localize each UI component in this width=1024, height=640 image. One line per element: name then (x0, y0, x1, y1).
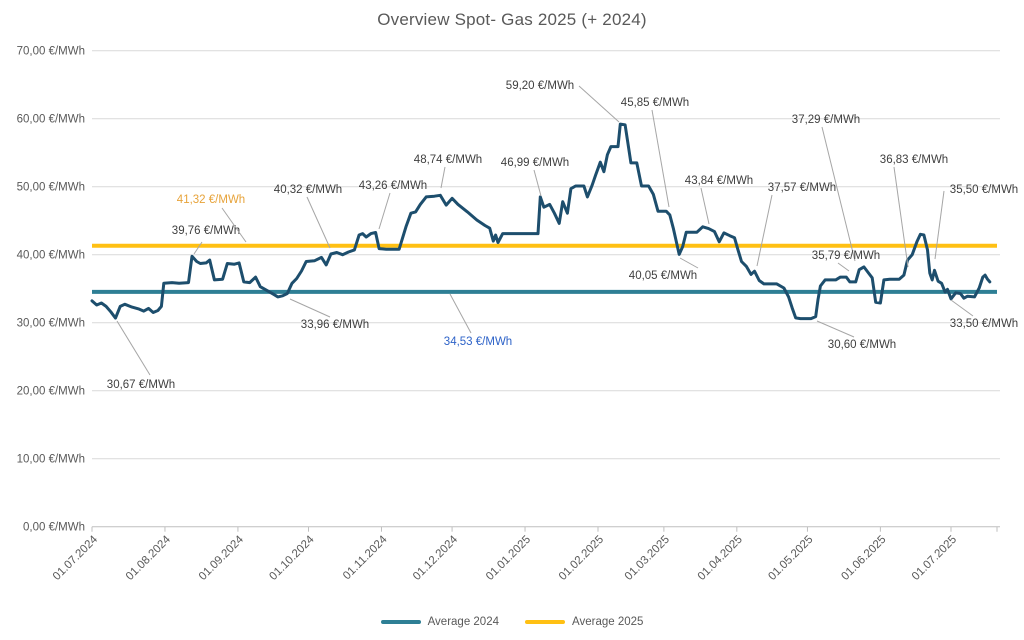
annotation-label: 39,76 €/MWh (172, 225, 240, 237)
annotation-label: 40,05 €/MWh (629, 270, 697, 282)
annotation-label: 46,99 €/MWh (501, 157, 569, 169)
x-axis-label-group: 01.12.2024 (411, 533, 461, 583)
annotation-leader (837, 262, 850, 272)
annotation-leader (289, 298, 331, 318)
x-axis-label-group: 01.10.2024 (267, 533, 317, 583)
legend-item-average-2024: Average 2024 (380, 616, 499, 628)
x-axis-label-group: 01.02.2025 (557, 534, 606, 583)
x-axis-label-group: 01.04.2025 (696, 534, 745, 583)
annotation-label: 30,67 €/MWh (107, 379, 175, 391)
x-axis-label: 01.10.2024 (267, 533, 317, 583)
annotation-leader (651, 109, 670, 208)
legend-label-average-2024: Average 2024 (427, 616, 499, 628)
annotation-label: 35,50 €/MWh (950, 184, 1018, 196)
x-axis-label: 01.02.2025 (557, 534, 606, 583)
legend-item-average-2025: Average 2025 (525, 616, 643, 628)
annotation-label: 33,96 €/MWh (301, 319, 369, 331)
x-axis-label-group: 01.11.2024 (341, 533, 390, 582)
x-axis-label: 01.07.2025 (910, 534, 959, 583)
annotation-label: 43,26 €/MWh (359, 180, 427, 192)
annotation-label: 43,84 €/MWh (685, 175, 753, 187)
legend-label-average-2025: Average 2025 (572, 616, 644, 628)
annotation-leader (816, 320, 855, 338)
x-axis-label: 01.08.2024 (124, 533, 174, 583)
y-axis-label: 0,00 €/MWh (23, 522, 85, 534)
x-axis-label: 01.01.2025 (484, 534, 533, 583)
annotation-leader (116, 320, 151, 376)
y-axis-label: 60,00 €/MWh (17, 114, 85, 126)
annotation-label: 59,20 €/MWh (506, 80, 574, 92)
x-axis-label-group: 01.07.2024 (51, 533, 101, 583)
annotation-leader (193, 241, 203, 255)
x-axis-label: 01.05.2025 (766, 534, 815, 583)
annotation-leader (679, 257, 699, 269)
average-2024-swatch (380, 620, 421, 624)
annotation-leader (700, 187, 710, 225)
annotation-leader (821, 126, 856, 262)
average-2025-swatch (525, 620, 565, 624)
x-axis-label: 01.07.2024 (51, 533, 101, 583)
y-axis-label: 20,00 €/MWh (17, 386, 85, 398)
chart-title: Overview Spot- Gas 2025 (+ 2024) (377, 10, 647, 29)
annotation-leader (440, 166, 446, 189)
x-axis-label: 01.11.2024 (341, 533, 390, 582)
annotation-label: 30,60 €/MWh (828, 339, 896, 351)
spot-price-line (90, 122, 992, 321)
y-axis-label: 70,00 €/MWh (17, 46, 85, 58)
annotation-label: 37,29 €/MWh (792, 114, 860, 126)
x-axis-label-group: 01.09.2024 (197, 533, 247, 583)
annotation-label: 33,50 €/MWh (950, 318, 1018, 330)
x-axis-label-group: 01.07.2025 (910, 534, 959, 583)
annotation-label: 41,32 €/MWh (177, 194, 245, 206)
annotation-leader (950, 299, 974, 317)
annotation-leader (578, 85, 620, 123)
x-axis-label-group: 01.06.2025 (839, 534, 888, 583)
annotation-leader (306, 196, 331, 249)
annotation-leader (221, 207, 247, 243)
x-axis-label: 01.09.2024 (197, 533, 247, 583)
annotation-label: 34,53 €/MWh (444, 336, 512, 348)
annotation-label: 35,79 €/MWh (812, 250, 880, 262)
x-axis-label: 01.06.2025 (839, 534, 888, 583)
annotation-leader (378, 192, 391, 230)
x-axis-label-group: 01.08.2024 (124, 533, 174, 583)
x-axis-label-group: 01.05.2025 (766, 534, 815, 583)
x-axis-label: 01.04.2025 (696, 534, 745, 583)
y-axis-label: 30,00 €/MWh (17, 318, 85, 330)
annotation-leader (756, 194, 773, 267)
annotation-leader (449, 293, 472, 334)
x-axis-label: 01.03.2025 (623, 534, 672, 583)
annotation-label: 48,74 €/MWh (414, 154, 482, 166)
spot-gas-line-chart: 0,00 €/MWh 10,00 €/MWh 20,00 €/MWh 30,00 €/… (17, 46, 1019, 583)
annotation-label: 37,57 €/MWh (768, 182, 836, 194)
x-axis-label-group: 01.01.2025 (484, 534, 533, 583)
chart-legend: Average 2024 Average 2025 (0, 616, 1024, 628)
y-axis-label: 40,00 €/MWh (17, 250, 85, 262)
x-axis-label-group: 01.03.2025 (623, 534, 672, 583)
annotation-label: 36,83 €/MWh (880, 154, 948, 166)
y-axis-label: 10,00 €/MWh (17, 454, 85, 466)
annotation-leader (533, 169, 542, 197)
annotation-leader (893, 166, 909, 268)
y-axis-label: 50,00 €/MWh (17, 182, 85, 194)
annotation-leader (934, 190, 945, 260)
annotation-label: 45,85 €/MWh (621, 97, 689, 109)
x-axis-label: 01.12.2024 (411, 533, 461, 583)
annotation-label: 40,32 €/MWh (274, 184, 342, 196)
